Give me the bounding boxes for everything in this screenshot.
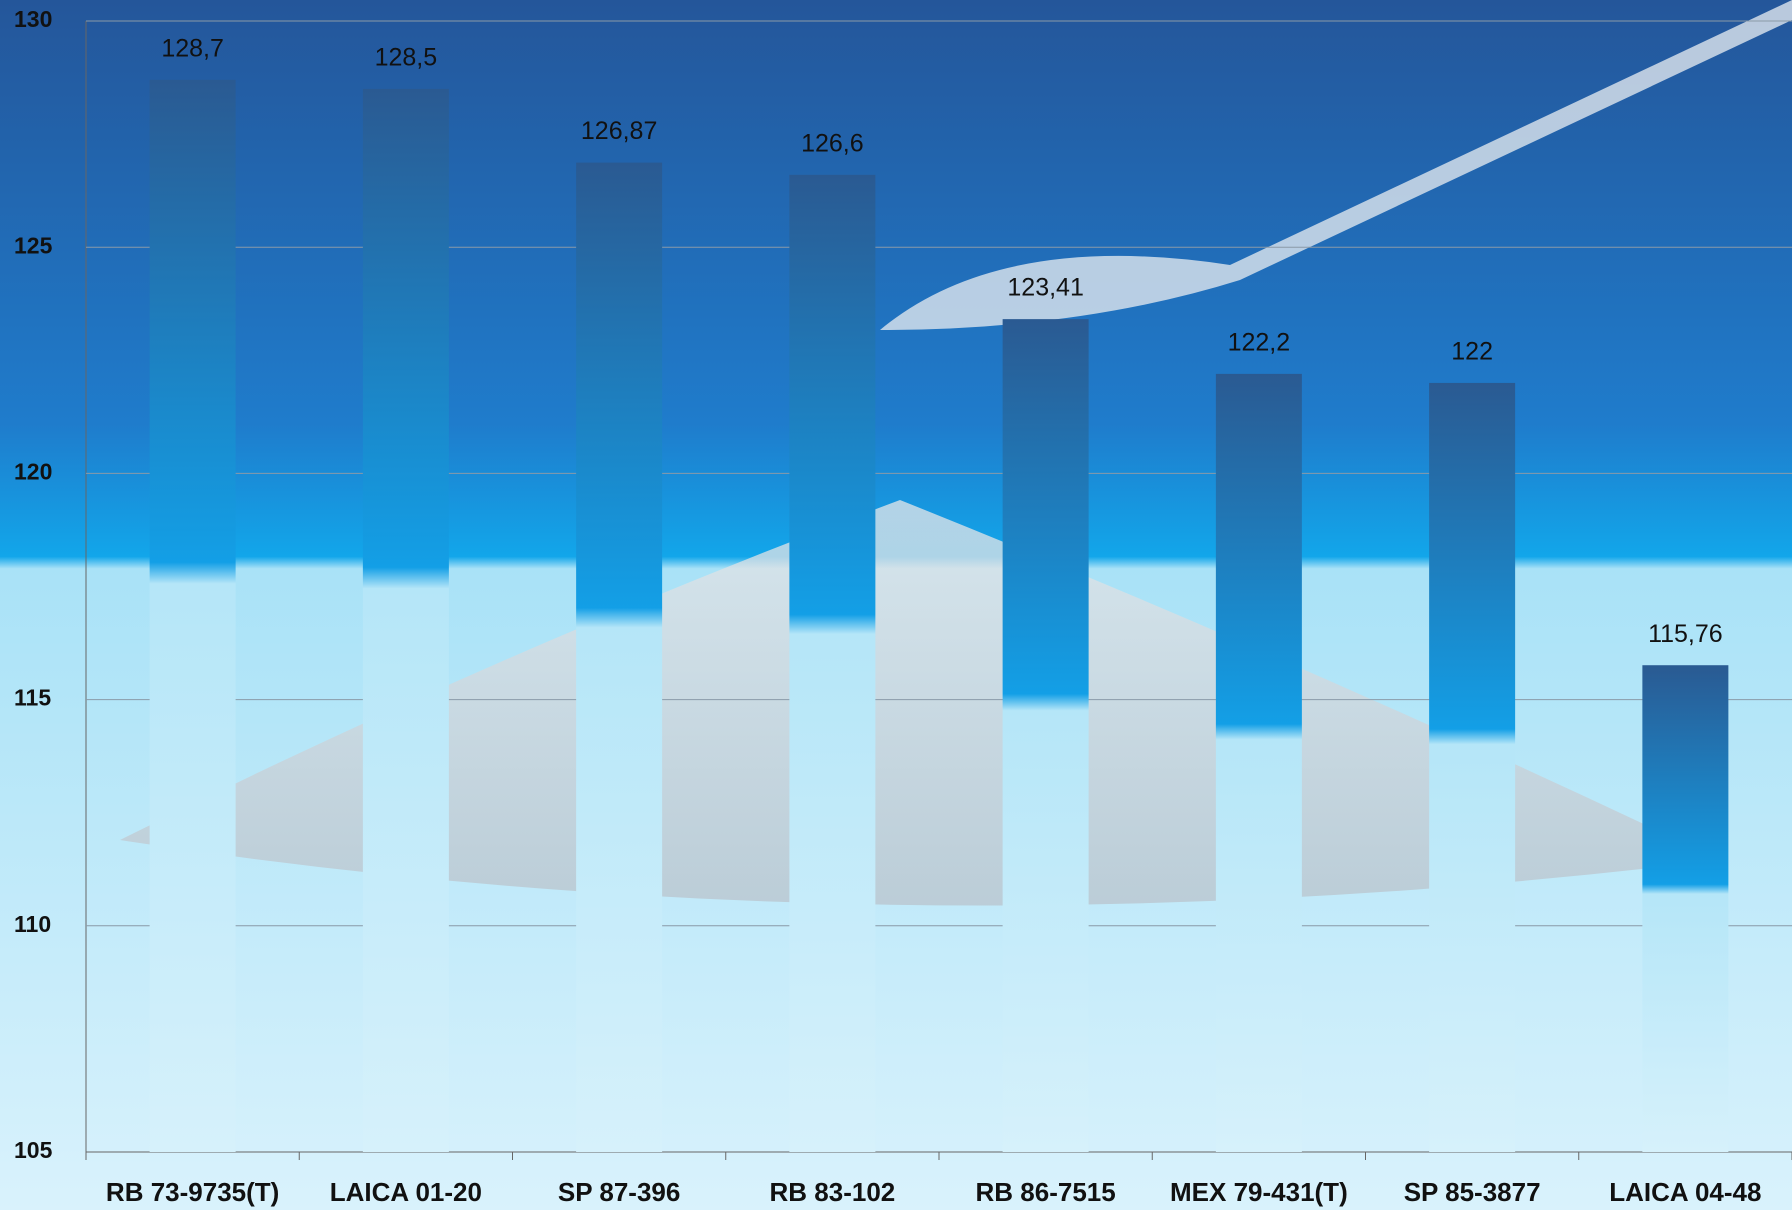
y-tick-label: 130: [14, 6, 52, 32]
value-label: 126,6: [801, 129, 864, 157]
value-label: 128,5: [375, 43, 438, 71]
y-tick-label: 120: [14, 458, 52, 484]
value-label: 126,87: [581, 117, 657, 145]
value-label: 115,76: [1648, 620, 1723, 648]
bar: [1642, 665, 1729, 1152]
bar: [149, 79, 236, 1152]
y-tick-label: 105: [14, 1137, 53, 1163]
x-tick-label: RB 86-7515: [976, 1177, 1116, 1207]
bar: [1429, 382, 1516, 1152]
value-label: 123,41: [1007, 274, 1083, 302]
x-tick-label: MEX 79-431(T): [1170, 1177, 1348, 1207]
y-tick-label: 115: [14, 685, 51, 711]
bar: [1002, 319, 1089, 1152]
value-label: 128,7: [161, 34, 224, 62]
spoon: [880, 0, 1792, 330]
x-tick-label: LAICA 01-20: [330, 1177, 482, 1207]
value-label: 122: [1451, 338, 1493, 366]
y-tick-label: 110: [14, 911, 51, 937]
bar: [362, 88, 449, 1153]
x-tick-label: SP 85-3877: [1404, 1177, 1541, 1207]
value-label: 122,2: [1228, 328, 1291, 356]
bar: [1215, 373, 1302, 1152]
y-tick-label: 125: [14, 232, 53, 258]
sugar-pile: [120, 500, 1720, 906]
x-tick-label: RB 73-9735(T): [106, 1177, 279, 1207]
x-tick-label: LAICA 04-48: [1609, 1177, 1761, 1207]
bar: [576, 162, 663, 1152]
x-tick-label: RB 83-102: [770, 1177, 896, 1207]
bar: [789, 174, 876, 1153]
x-tick-label: SP 87-396: [558, 1177, 680, 1207]
